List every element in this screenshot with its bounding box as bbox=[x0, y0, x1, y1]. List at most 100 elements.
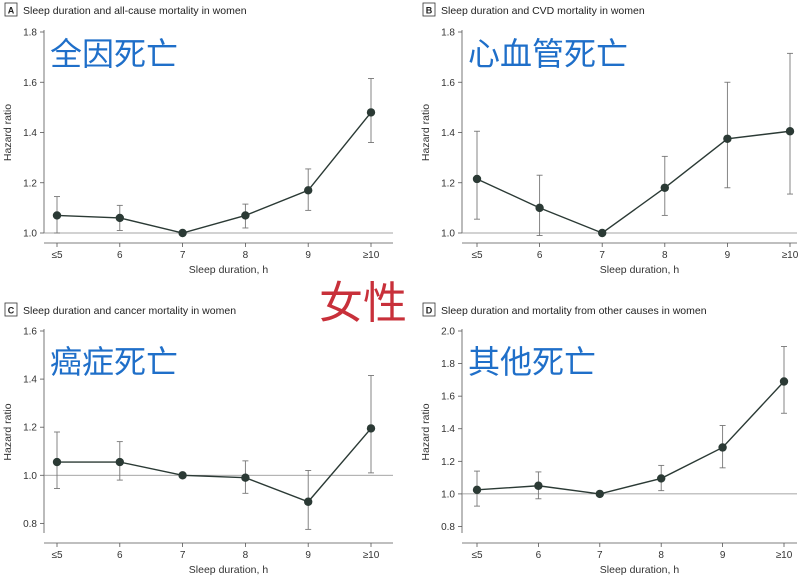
x-tick-label: 9 bbox=[720, 550, 726, 561]
y-tick-label: 1.8 bbox=[441, 359, 455, 370]
data-point bbox=[535, 203, 544, 213]
data-point bbox=[723, 134, 732, 143]
y-axis-label: Hazard ratio bbox=[2, 403, 14, 460]
y-tick-label: 1.2 bbox=[23, 178, 37, 189]
x-tick-label: ≤5 bbox=[471, 550, 482, 561]
panel-b: B Sleep duration and CVD mortality in wom… bbox=[420, 2, 799, 276]
y-tick-label: 1.4 bbox=[23, 128, 37, 139]
data-point bbox=[52, 211, 62, 220]
y-tick-label: 1.6 bbox=[441, 78, 455, 89]
y-tick-label: 1.2 bbox=[23, 423, 37, 434]
y-tick-label: 1.0 bbox=[441, 489, 455, 500]
panel-letter-box bbox=[422, 2, 436, 17]
panel-c: C Sleep duration and cancer mortality in … bbox=[2, 302, 393, 576]
x-tick-label: ≥10 bbox=[782, 250, 799, 261]
y-tick-label: 1.8 bbox=[23, 28, 37, 39]
series-line bbox=[476, 381, 785, 495]
y-tick-label: 1.0 bbox=[23, 229, 37, 240]
overlay-label: 癌症死亡 bbox=[50, 344, 178, 380]
data-point bbox=[660, 183, 669, 192]
data-point bbox=[472, 485, 482, 495]
center-label-women: 女性 bbox=[319, 279, 407, 328]
x-tick-label: 9 bbox=[305, 250, 311, 261]
x-tick-label: ≤5 bbox=[51, 550, 62, 561]
panel-letter: A bbox=[8, 6, 15, 16]
x-tick-label: ≤5 bbox=[471, 250, 482, 261]
data-point bbox=[785, 127, 795, 136]
panel-d: D Sleep duration and mortality from other… bbox=[420, 302, 797, 576]
panel-title: Sleep duration and all-cause mortality i… bbox=[23, 5, 247, 17]
y-tick-label: 1.6 bbox=[441, 392, 455, 403]
y-tick-label: 1.4 bbox=[23, 375, 37, 386]
x-tick-label: 9 bbox=[725, 250, 731, 261]
x-tick-label: 8 bbox=[658, 550, 664, 561]
y-tick-label: 1.0 bbox=[441, 229, 455, 240]
y-tick-label: 1.4 bbox=[441, 128, 455, 139]
overlay-label: 其他死亡 bbox=[468, 344, 596, 380]
panel-letter-box bbox=[4, 2, 18, 17]
data-point bbox=[366, 424, 376, 433]
x-tick-label: ≤5 bbox=[51, 250, 62, 261]
x-tick-label: 7 bbox=[180, 250, 186, 261]
x-tick-label: 8 bbox=[243, 250, 249, 261]
x-tick-label: ≥10 bbox=[363, 250, 380, 261]
x-tick-label: ≥10 bbox=[363, 550, 380, 561]
x-tick-label: 8 bbox=[662, 250, 668, 261]
y-tick-label: 1.0 bbox=[23, 471, 37, 482]
data-point bbox=[718, 443, 727, 452]
data-point bbox=[304, 186, 313, 195]
panel-letter: D bbox=[426, 306, 433, 316]
x-tick-label: ≥10 bbox=[776, 550, 793, 561]
x-axis-label: Sleep duration, h bbox=[189, 264, 269, 276]
y-axis-label: Hazard ratio bbox=[420, 104, 432, 161]
x-tick-label: 7 bbox=[599, 250, 605, 261]
x-tick-label: 7 bbox=[597, 550, 603, 561]
y-tick-label: 2.0 bbox=[441, 327, 455, 338]
data-point bbox=[595, 489, 604, 499]
data-point bbox=[598, 228, 607, 238]
x-tick-label: 8 bbox=[243, 550, 249, 561]
series-line bbox=[57, 427, 372, 503]
y-axis-label: Hazard ratio bbox=[2, 104, 14, 161]
data-point bbox=[304, 497, 313, 506]
x-tick-label: 6 bbox=[117, 250, 123, 261]
panel-title: Sleep duration and mortality from other … bbox=[441, 305, 707, 317]
data-point bbox=[52, 457, 62, 467]
y-axis-label: Hazard ratio bbox=[420, 403, 432, 460]
panel-letter-box bbox=[422, 302, 436, 317]
data-point bbox=[178, 228, 187, 238]
overlay-label: 全因死亡 bbox=[50, 36, 178, 72]
x-tick-label: 6 bbox=[536, 550, 542, 561]
y-tick-label: 1.4 bbox=[441, 424, 455, 435]
data-point bbox=[178, 471, 187, 480]
data-point bbox=[657, 474, 666, 483]
overlay-label: 心血管死亡 bbox=[468, 36, 628, 72]
data-point bbox=[241, 211, 250, 220]
y-tick-label: 1.6 bbox=[23, 327, 37, 338]
x-tick-label: 6 bbox=[117, 550, 123, 561]
panel-letter-box bbox=[4, 302, 18, 317]
data-point bbox=[115, 457, 125, 467]
x-tick-label: 9 bbox=[305, 550, 311, 561]
panel-a: A Sleep duration and all-cause mortality … bbox=[2, 2, 393, 276]
y-tick-label: 1.2 bbox=[441, 457, 455, 468]
panel-title: Sleep duration and cancer mortality in w… bbox=[23, 305, 236, 317]
x-tick-label: 6 bbox=[537, 250, 543, 261]
series-line bbox=[476, 130, 791, 234]
y-tick-label: 1.2 bbox=[441, 178, 455, 189]
panel-letter: B bbox=[426, 6, 433, 16]
series-line bbox=[56, 111, 372, 234]
y-tick-label: 1.8 bbox=[441, 28, 455, 39]
data-point bbox=[366, 108, 376, 117]
data-point bbox=[534, 481, 543, 490]
data-point bbox=[472, 174, 482, 184]
x-tick-label: 7 bbox=[180, 550, 186, 561]
y-tick-label: 1.6 bbox=[23, 78, 37, 89]
y-tick-label: 0.8 bbox=[441, 522, 455, 533]
data-point bbox=[241, 473, 250, 482]
data-point bbox=[779, 377, 789, 386]
panel-title: Sleep duration and CVD mortality in wome… bbox=[441, 5, 645, 17]
y-tick-label: 0.8 bbox=[23, 519, 37, 530]
data-point bbox=[115, 213, 125, 223]
